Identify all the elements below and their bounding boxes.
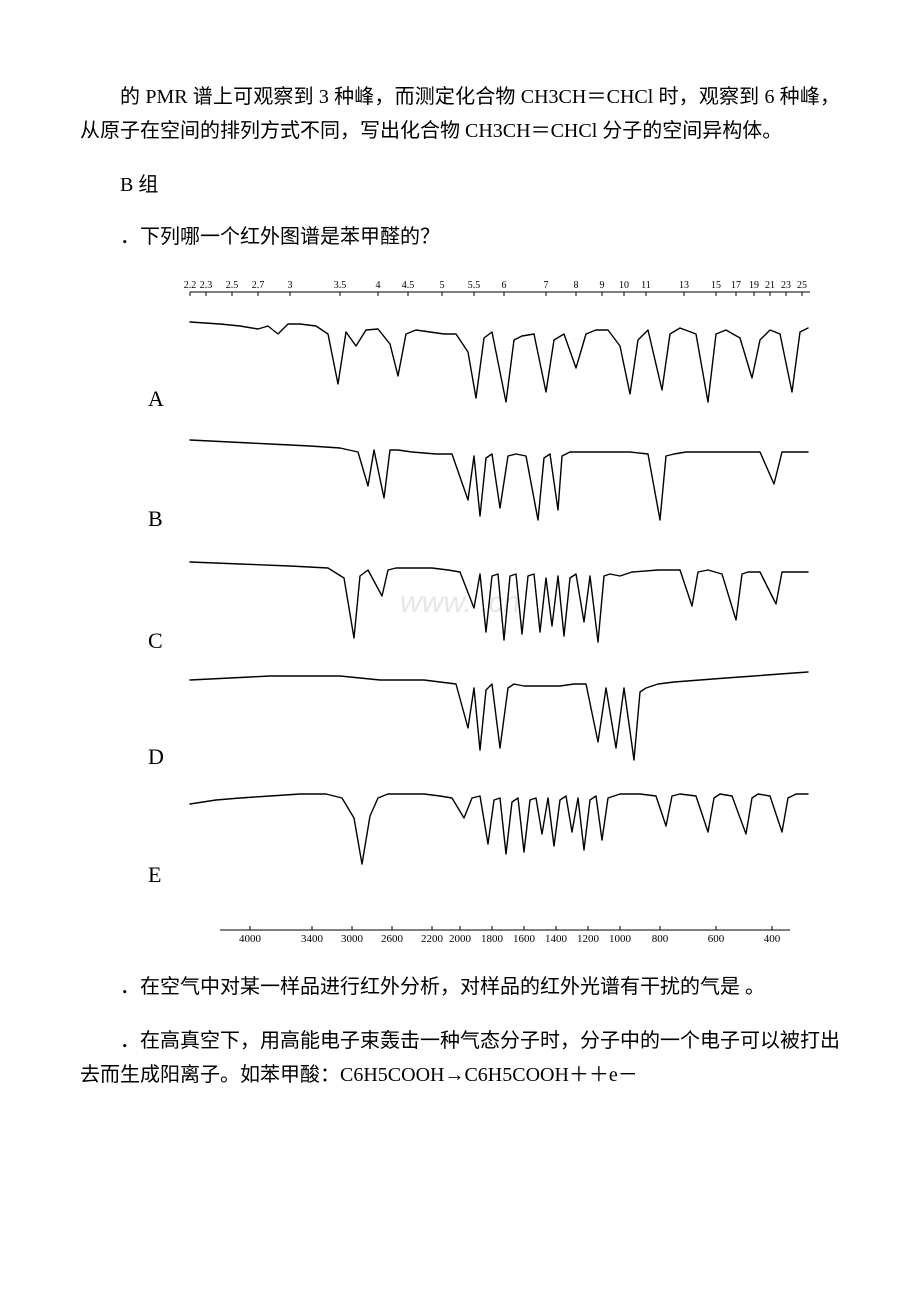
bottom-axis-label: 2000	[449, 933, 472, 945]
top-axis-label: 9	[600, 280, 605, 291]
top-axis-label: 23	[781, 280, 791, 291]
section-b-label: B 组	[80, 168, 840, 202]
page-root: 的 PMR 谱上可观察到 3 种峰，而测定化合物 CH3CH＝CHCl 时，观察…	[0, 0, 920, 1302]
bottom-axis-label: 4000	[239, 933, 262, 945]
bottom-axis-label: 3400	[301, 933, 324, 945]
top-axis-label: 19	[749, 280, 759, 291]
top-axis-label: 5	[440, 280, 445, 291]
top-axis-label: 2.5	[226, 280, 239, 291]
spectrum-trace	[190, 322, 808, 402]
bottom-axis-label: 800	[652, 933, 669, 945]
spectrum-label: D	[148, 744, 164, 769]
bottom-axis-label: 1800	[481, 933, 504, 945]
bottom-axis-label: 1600	[513, 933, 536, 945]
top-axis-label: 2.7	[252, 280, 265, 291]
spectrum-label: B	[148, 506, 163, 531]
spectrum-label: C	[148, 628, 163, 653]
question-1: ．下列哪一个红外图谱是苯甲醛的？	[80, 220, 840, 254]
bottom-axis-label: 1200	[577, 933, 600, 945]
top-axis-label: 4	[376, 280, 381, 291]
top-axis-label: 13	[679, 280, 689, 291]
ir-spectra-svg: 2.22.3 2.5 2.7 3 3.5 4 4.5 5 5.5 6 7 8 9 10 11 13 15 17 19…	[140, 274, 840, 954]
bottom-axis-label: 400	[764, 933, 781, 945]
question-2: ．在空气中对某一样品进行红外分析，对样品的红外光谱有干扰的气是 。	[80, 970, 840, 1004]
top-axis-label: 3.5	[334, 280, 347, 291]
spectrum-trace	[190, 672, 808, 760]
top-axis-label: 2.3	[200, 280, 213, 291]
top-axis-label: 8	[574, 280, 579, 291]
top-axis-label: 10	[619, 280, 629, 291]
top-axis-label: 2.2	[184, 280, 197, 291]
bottom-axis-label: 2600	[381, 933, 404, 945]
bottom-axis-label: 1000	[609, 933, 632, 945]
top-axis-label: 6	[502, 280, 507, 291]
spectrum-trace	[190, 440, 808, 520]
top-axis-label: 11	[641, 280, 651, 291]
bottom-axis-label: 2200	[421, 933, 444, 945]
top-axis-label: 21	[765, 280, 775, 291]
bottom-axis-label: 600	[708, 933, 725, 945]
paragraph-pmr: 的 PMR 谱上可观察到 3 种峰，而测定化合物 CH3CH＝CHCl 时，观察…	[80, 80, 840, 148]
top-axis-label: 4.5	[402, 280, 415, 291]
top-axis-label: 7	[544, 280, 549, 291]
top-axis-label: 5.5	[468, 280, 481, 291]
bottom-axis-label: 1400	[545, 933, 568, 945]
spectrum-trace	[190, 794, 808, 864]
spectrum-label: A	[148, 386, 164, 411]
question-3: ．在高真空下，用高能电子束轰击一种气态分子时，分子中的一个电子可以被打出去而生成…	[80, 1024, 840, 1092]
bottom-axis-label: 3000	[341, 933, 364, 945]
top-axis-label: 17	[731, 280, 741, 291]
spectrum-label: E	[148, 862, 161, 887]
top-axis-label: 25	[797, 280, 807, 291]
top-axis-label: 15	[711, 280, 721, 291]
ir-spectra-figure: 2.22.3 2.5 2.7 3 3.5 4 4.5 5 5.5 6 7 8 9 10 11 13 15 17 19…	[140, 274, 840, 954]
top-axis-label: 3	[288, 280, 293, 291]
